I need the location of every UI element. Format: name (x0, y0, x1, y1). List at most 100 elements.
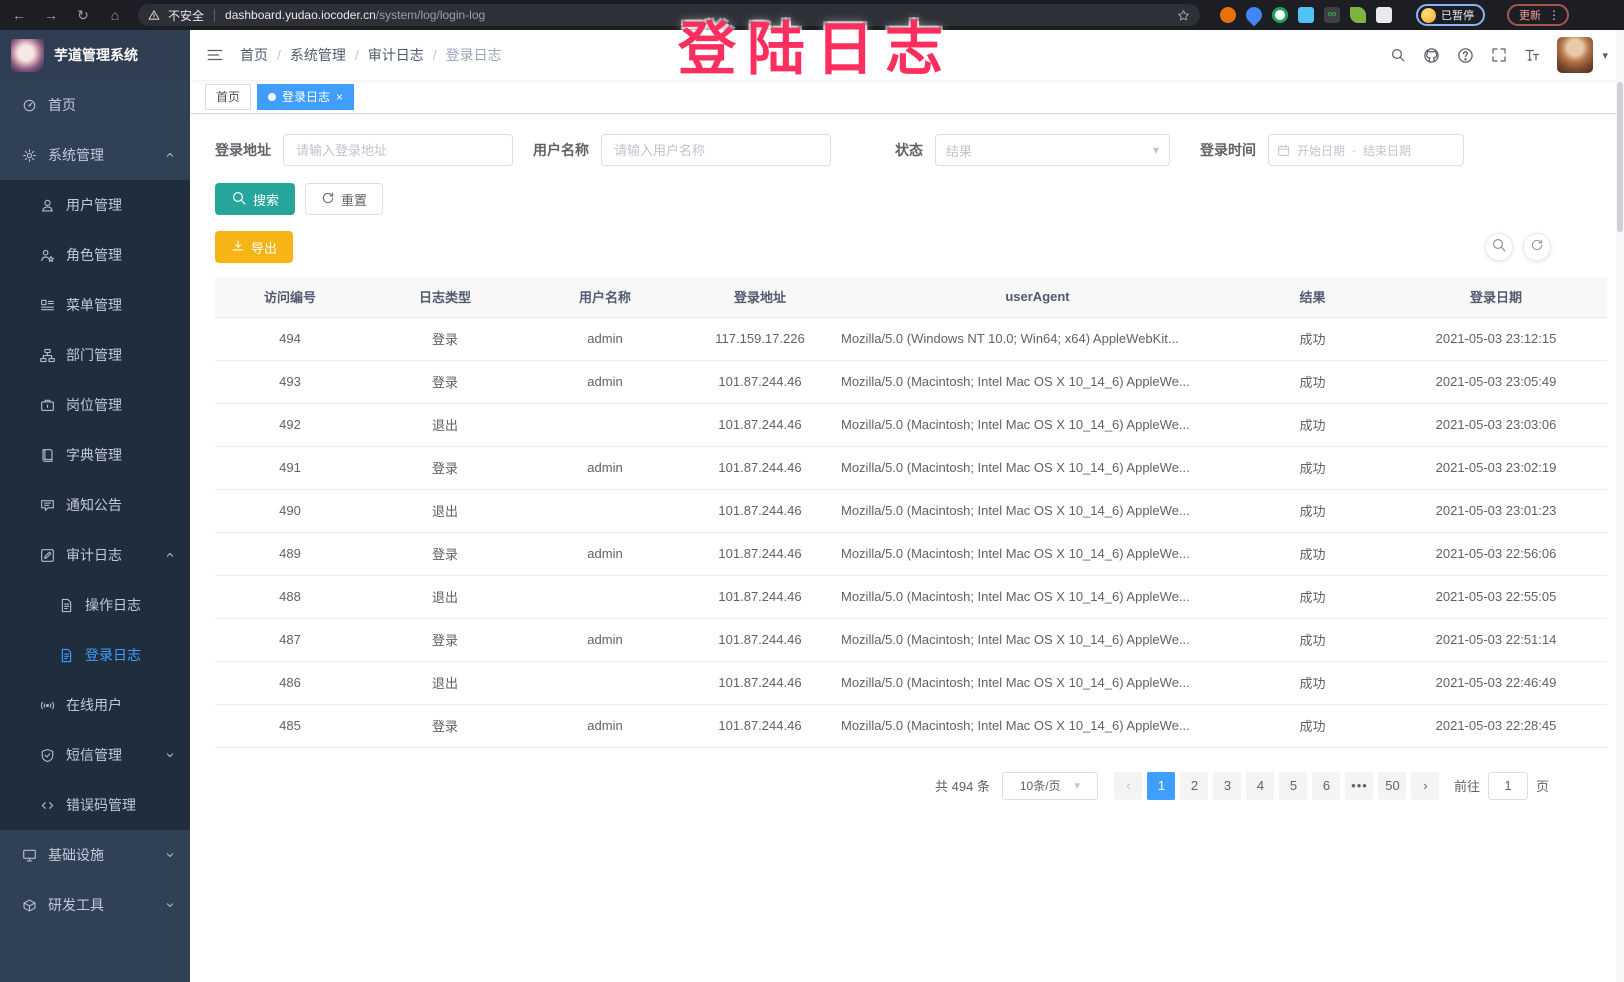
avatar-caret-icon[interactable]: ▾ (1602, 49, 1608, 62)
table-cell: 101.87.244.46 (685, 360, 835, 404)
login-time-range-picker[interactable]: 开始日期 - 结束日期 (1268, 134, 1464, 166)
sidebar-item-online-user[interactable]: 在线用户 (0, 680, 190, 730)
table-row[interactable]: 494 登录 admin 117.159.17.226 Mozilla/5.0 (Win… (215, 317, 1607, 361)
pagination-page-1[interactable]: 1 (1147, 771, 1176, 800)
doc-icon (59, 598, 74, 613)
browser-menu-icon[interactable]: ⋮ (1548, 8, 1560, 22)
breadcrumb-item[interactable]: 审计日志 (367, 47, 424, 63)
refresh-table-button[interactable] (1523, 233, 1551, 261)
reset-button[interactable]: 重置 (305, 183, 384, 215)
page-scrollbar[interactable] (1616, 30, 1624, 982)
sidebar-item-dept[interactable]: 部门管理 (0, 330, 190, 380)
toggle-search-button[interactable] (1485, 233, 1513, 261)
user-avatar[interactable] (1557, 37, 1594, 73)
sidebar-item-operate-log[interactable]: 操作日志 (0, 580, 190, 630)
page-size-select[interactable]: 10条/页 ▾ (1001, 771, 1098, 800)
sidebar-item-post[interactable]: 岗位管理 (0, 380, 190, 430)
ext-blue-doc-icon[interactable] (1298, 7, 1314, 23)
ext-green-circle-icon[interactable] (1272, 7, 1288, 23)
table-row[interactable]: 485 登录 admin 101.87.244.46 Mozilla/5.0 (Maci… (215, 704, 1607, 748)
sidebar-item-system[interactable]: 系统管理 (0, 130, 190, 180)
sidebar-item-dict[interactable]: 字典管理 (0, 430, 190, 480)
tab-首页[interactable]: 首页 (205, 83, 252, 110)
sidebar-item-role[interactable]: 角色管理 (0, 230, 190, 280)
table-row[interactable]: 493 登录 admin 101.87.244.46 Mozilla/5.0 (Maci… (215, 360, 1607, 404)
help-icon[interactable] (1457, 47, 1474, 64)
tab-登录日志[interactable]: 登录日志 × (257, 83, 355, 110)
sidebar-item-login-log[interactable]: 登录日志 (0, 630, 190, 680)
ext-dark-on-badge-icon[interactable]: on (1324, 7, 1340, 23)
pagination-prev-button[interactable]: ‹ (1114, 771, 1143, 800)
security-warning-icon (148, 9, 160, 21)
sidebar-item-home[interactable]: 首页 (0, 80, 190, 130)
table-header-row: 访问编号 日志类型 用户名称 登录地址 userAgent 结果 登录日期 (215, 277, 1607, 318)
browser-back-icon[interactable]: ← (12, 7, 26, 23)
gear-icon (22, 148, 37, 163)
sidebar-item-menu[interactable]: 菜单管理 (0, 280, 190, 330)
sidebar-item-infra[interactable]: 基础设施 (0, 830, 190, 880)
sidebar-logo[interactable]: 芋道管理系统 (0, 30, 190, 80)
hamburger-icon[interactable] (206, 46, 224, 64)
table-cell: 登录 (365, 317, 525, 361)
sidebar-item-audit[interactable]: 审计日志 (0, 530, 190, 580)
table-cell: Mozilla/5.0 (Macintosh; Intel Mac OS X 1… (835, 489, 1240, 533)
table-row[interactable]: 488 退出 101.87.244.46 Mozilla/5.0 (Macintosh… (215, 575, 1607, 619)
sidebar-item-notice[interactable]: 通知公告 (0, 480, 190, 530)
pagination-ellipsis[interactable]: ••• (1345, 771, 1374, 800)
address-bar[interactable]: 不安全 dashboard.yudao.iocoder.cn/system/lo… (138, 4, 1200, 26)
pagination-page-6[interactable]: 6 (1312, 771, 1341, 800)
pagination-page-5[interactable]: 5 (1279, 771, 1308, 800)
export-button[interactable]: 导出 (215, 231, 294, 263)
table-row[interactable]: 487 登录 admin 101.87.244.46 Mozilla/5.0 (Maci… (215, 618, 1607, 662)
doc-icon (59, 648, 74, 663)
pagination-page-4[interactable]: 4 (1246, 771, 1275, 800)
breadcrumb-item[interactable]: 首页 (240, 47, 268, 63)
ext-orange-circle-icon[interactable] (1220, 7, 1236, 23)
table-row[interactable]: 486 退出 101.87.244.46 Mozilla/5.0 (Macintosh… (215, 661, 1607, 705)
table-cell: Mozilla/5.0 (Macintosh; Intel Mac OS X 1… (835, 360, 1240, 404)
pagination-page-50[interactable]: 50 (1378, 771, 1407, 800)
ext-green-leaf-icon[interactable] (1350, 7, 1366, 23)
breadcrumb-item[interactable]: 系统管理 (289, 47, 346, 63)
sidebar-item-user[interactable]: 用户管理 (0, 180, 190, 230)
table-row[interactable]: 489 登录 admin 101.87.244.46 Mozilla/5.0 (Maci… (215, 532, 1607, 576)
table-cell: 101.87.244.46 (685, 532, 835, 576)
browser-reload-icon[interactable]: ↻ (77, 6, 89, 23)
pagination-next-button[interactable]: › (1411, 771, 1440, 800)
sidebar-item-error-code[interactable]: 错误码管理 (0, 780, 190, 830)
status-select[interactable]: 结果 ▾ (935, 134, 1170, 166)
table-row[interactable]: 490 退出 101.87.244.46 Mozilla/5.0 (Macintosh… (215, 489, 1607, 533)
search-button[interactable]: 搜索 (215, 183, 296, 215)
github-icon[interactable] (1423, 47, 1440, 64)
browser-home-icon[interactable]: ⌂ (110, 7, 120, 23)
sidebar-item-dev-tools[interactable]: 研发工具 (0, 880, 190, 930)
sidebar-item-label: 角色管理 (66, 247, 122, 263)
table-row[interactable]: 492 退出 101.87.244.46 Mozilla/5.0 (Macintosh… (215, 403, 1607, 447)
column-header: 用户名称 (525, 277, 685, 318)
table-cell: 2021-05-03 23:03:06 (1385, 403, 1607, 447)
login-address-input[interactable] (283, 134, 513, 166)
sidebar-item-sms[interactable]: 短信管理 (0, 730, 190, 780)
table-cell: 2021-05-03 22:56:06 (1385, 532, 1607, 576)
pagination-page-3[interactable]: 3 (1213, 771, 1242, 800)
browser-forward-icon[interactable]: → (44, 7, 58, 23)
table-cell: 101.87.244.46 (685, 661, 835, 705)
font-size-icon[interactable] (1524, 47, 1540, 63)
username-input[interactable] (601, 134, 831, 166)
browser-update-button[interactable]: 更新 ⋮ (1507, 4, 1569, 26)
sidebar-item-label: 部门管理 (66, 347, 122, 363)
tab-close-icon[interactable]: × (336, 89, 344, 104)
range-start-placeholder: 开始日期 (1297, 143, 1346, 158)
ext-blue-pin-icon[interactable] (1242, 3, 1266, 27)
pagination-page-2[interactable]: 2 (1180, 771, 1209, 800)
profile-paused-badge[interactable]: 已暂停 (1416, 4, 1485, 26)
ext-white-puzzle-icon[interactable] (1376, 7, 1392, 23)
search-icon[interactable] (1390, 47, 1406, 63)
bookmark-star-icon[interactable] (1177, 9, 1190, 22)
table-row[interactable]: 491 登录 admin 101.87.244.46 Mozilla/5.0 (Maci… (215, 446, 1607, 490)
scrollbar-thumb[interactable] (1617, 82, 1623, 232)
table-cell: 2021-05-03 23:01:23 (1385, 489, 1607, 533)
fullscreen-icon[interactable] (1491, 47, 1507, 63)
goto-label: 前往 (1453, 779, 1480, 794)
goto-page-input[interactable] (1487, 771, 1528, 800)
